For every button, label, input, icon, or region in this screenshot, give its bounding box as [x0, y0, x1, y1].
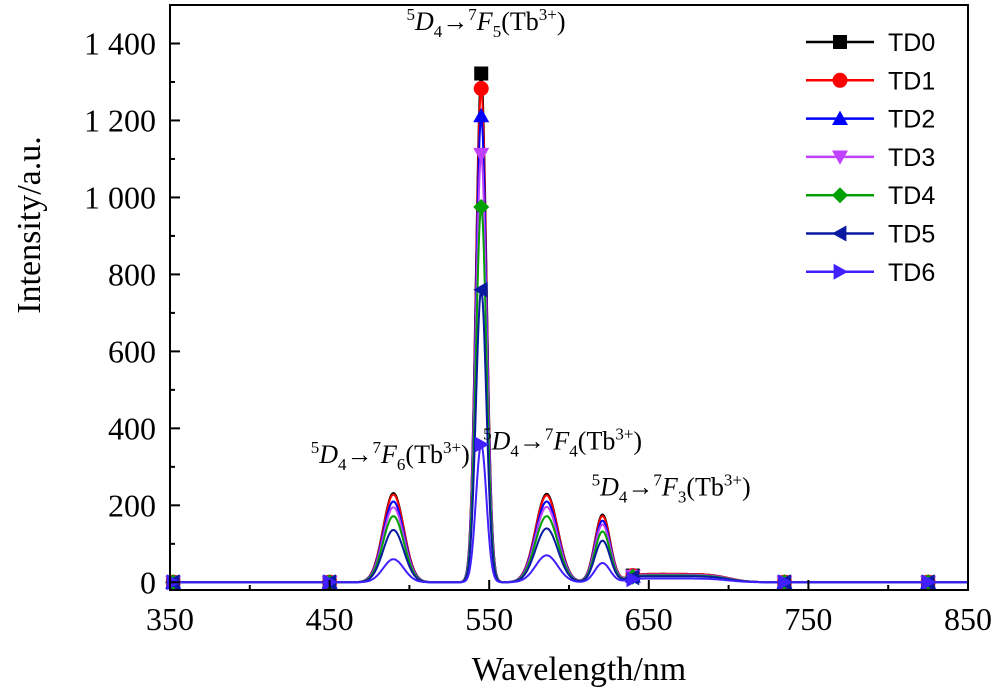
data-point-td6-2: [474, 436, 490, 453]
axes: 350 450 550 650 750 850 0 200 400 600 800 1 000 1 20…: [84, 4, 992, 637]
legend-marker-td6: [833, 263, 848, 280]
series-td4: [165, 199, 968, 591]
y-tick-label-5: 1 000: [84, 179, 156, 215]
legend-item-td4: TD4: [806, 182, 935, 210]
legend-marker-td4: [832, 187, 848, 204]
legend-marker-td1: [832, 72, 848, 88]
annotation-2: 5D4→7F4(Tb3+): [483, 425, 642, 461]
series-line-td3: [170, 154, 968, 584]
data-point-td6-3: [626, 571, 641, 588]
data-point-td5-2: [473, 281, 488, 298]
series-line-td6: [170, 442, 968, 584]
x-tick-label-4: 750: [784, 601, 832, 637]
x-tick-label-1: 450: [306, 601, 354, 637]
y-tick-label-6: 1 200: [84, 102, 156, 138]
legend-label-td3: TD3: [888, 144, 935, 172]
annotation-3: 5D4→7F3(Tb3+): [592, 471, 751, 507]
data-point-td6-5: [921, 574, 937, 591]
legend-label-td0: TD0: [888, 29, 935, 57]
series-layer: [165, 66, 968, 591]
legend-marker-td5: [832, 225, 847, 242]
data-point-td2-2: [473, 107, 490, 123]
data-point-td4-2: [473, 199, 490, 216]
legend-item-td2: TD2: [806, 106, 935, 134]
legend-label-td1: TD1: [888, 67, 935, 95]
y-tick-label-4: 800: [108, 256, 156, 292]
data-point-td1-2: [473, 81, 489, 97]
x-tick-label-3: 650: [625, 601, 673, 637]
x-tick-label-0: 350: [146, 601, 194, 637]
series-line-td0: [170, 73, 968, 584]
legend-marker-td2: [832, 110, 848, 125]
legend: TD0 TD1 TD2 TD3 TD4 TD5 TD6: [806, 29, 935, 287]
x-tick-label-5: 850: [944, 601, 992, 637]
y-tick-label-7: 1 400: [84, 25, 156, 61]
legend-label-td6: TD6: [888, 259, 935, 287]
y-axis-title: Intensity/a.u.: [11, 136, 48, 314]
y-tick-label-0: 0: [140, 564, 156, 600]
plot-frame: [169, 4, 969, 591]
x-axis-title: Wavelength/nm: [472, 651, 686, 688]
data-point-td6-4: [778, 574, 793, 591]
series-line-td2: [170, 115, 968, 584]
y-tick-label-1: 200: [108, 487, 156, 523]
series-td3: [165, 147, 968, 591]
series-line-td1: [170, 88, 968, 584]
legend-item-td5: TD5: [806, 221, 935, 249]
legend-label-td2: TD2: [888, 106, 935, 134]
legend-marker-td0: [833, 35, 847, 49]
legend-item-td3: TD3: [806, 144, 935, 172]
transition-annotations: 5D4→7F5(Tb3+) 5D4→7F6(Tb3+) 5D4→7F4(Tb3+) 5…: [311, 5, 751, 507]
legend-marker-td3: [832, 150, 848, 165]
annotation-1: 5D4→7F6(Tb3+): [311, 438, 470, 474]
legend-item-td0: TD0: [806, 29, 935, 57]
series-line-td4: [170, 206, 968, 584]
y-tick-label-3: 600: [108, 333, 156, 369]
y-tick-label-2: 400: [108, 410, 156, 446]
x-tick-label-2: 550: [465, 601, 513, 637]
series-td2: [165, 107, 968, 589]
legend-item-td6: TD6: [806, 259, 935, 287]
data-point-td3-2: [473, 147, 490, 163]
data-point-td0-2: [474, 66, 489, 81]
series-td0: [166, 66, 968, 590]
legend-label-td4: TD4: [888, 182, 935, 210]
legend-label-td5: TD5: [888, 221, 935, 249]
annotation-0: 5D4→7F5(Tb3+): [407, 5, 566, 41]
legend-item-td1: TD1: [806, 67, 935, 95]
